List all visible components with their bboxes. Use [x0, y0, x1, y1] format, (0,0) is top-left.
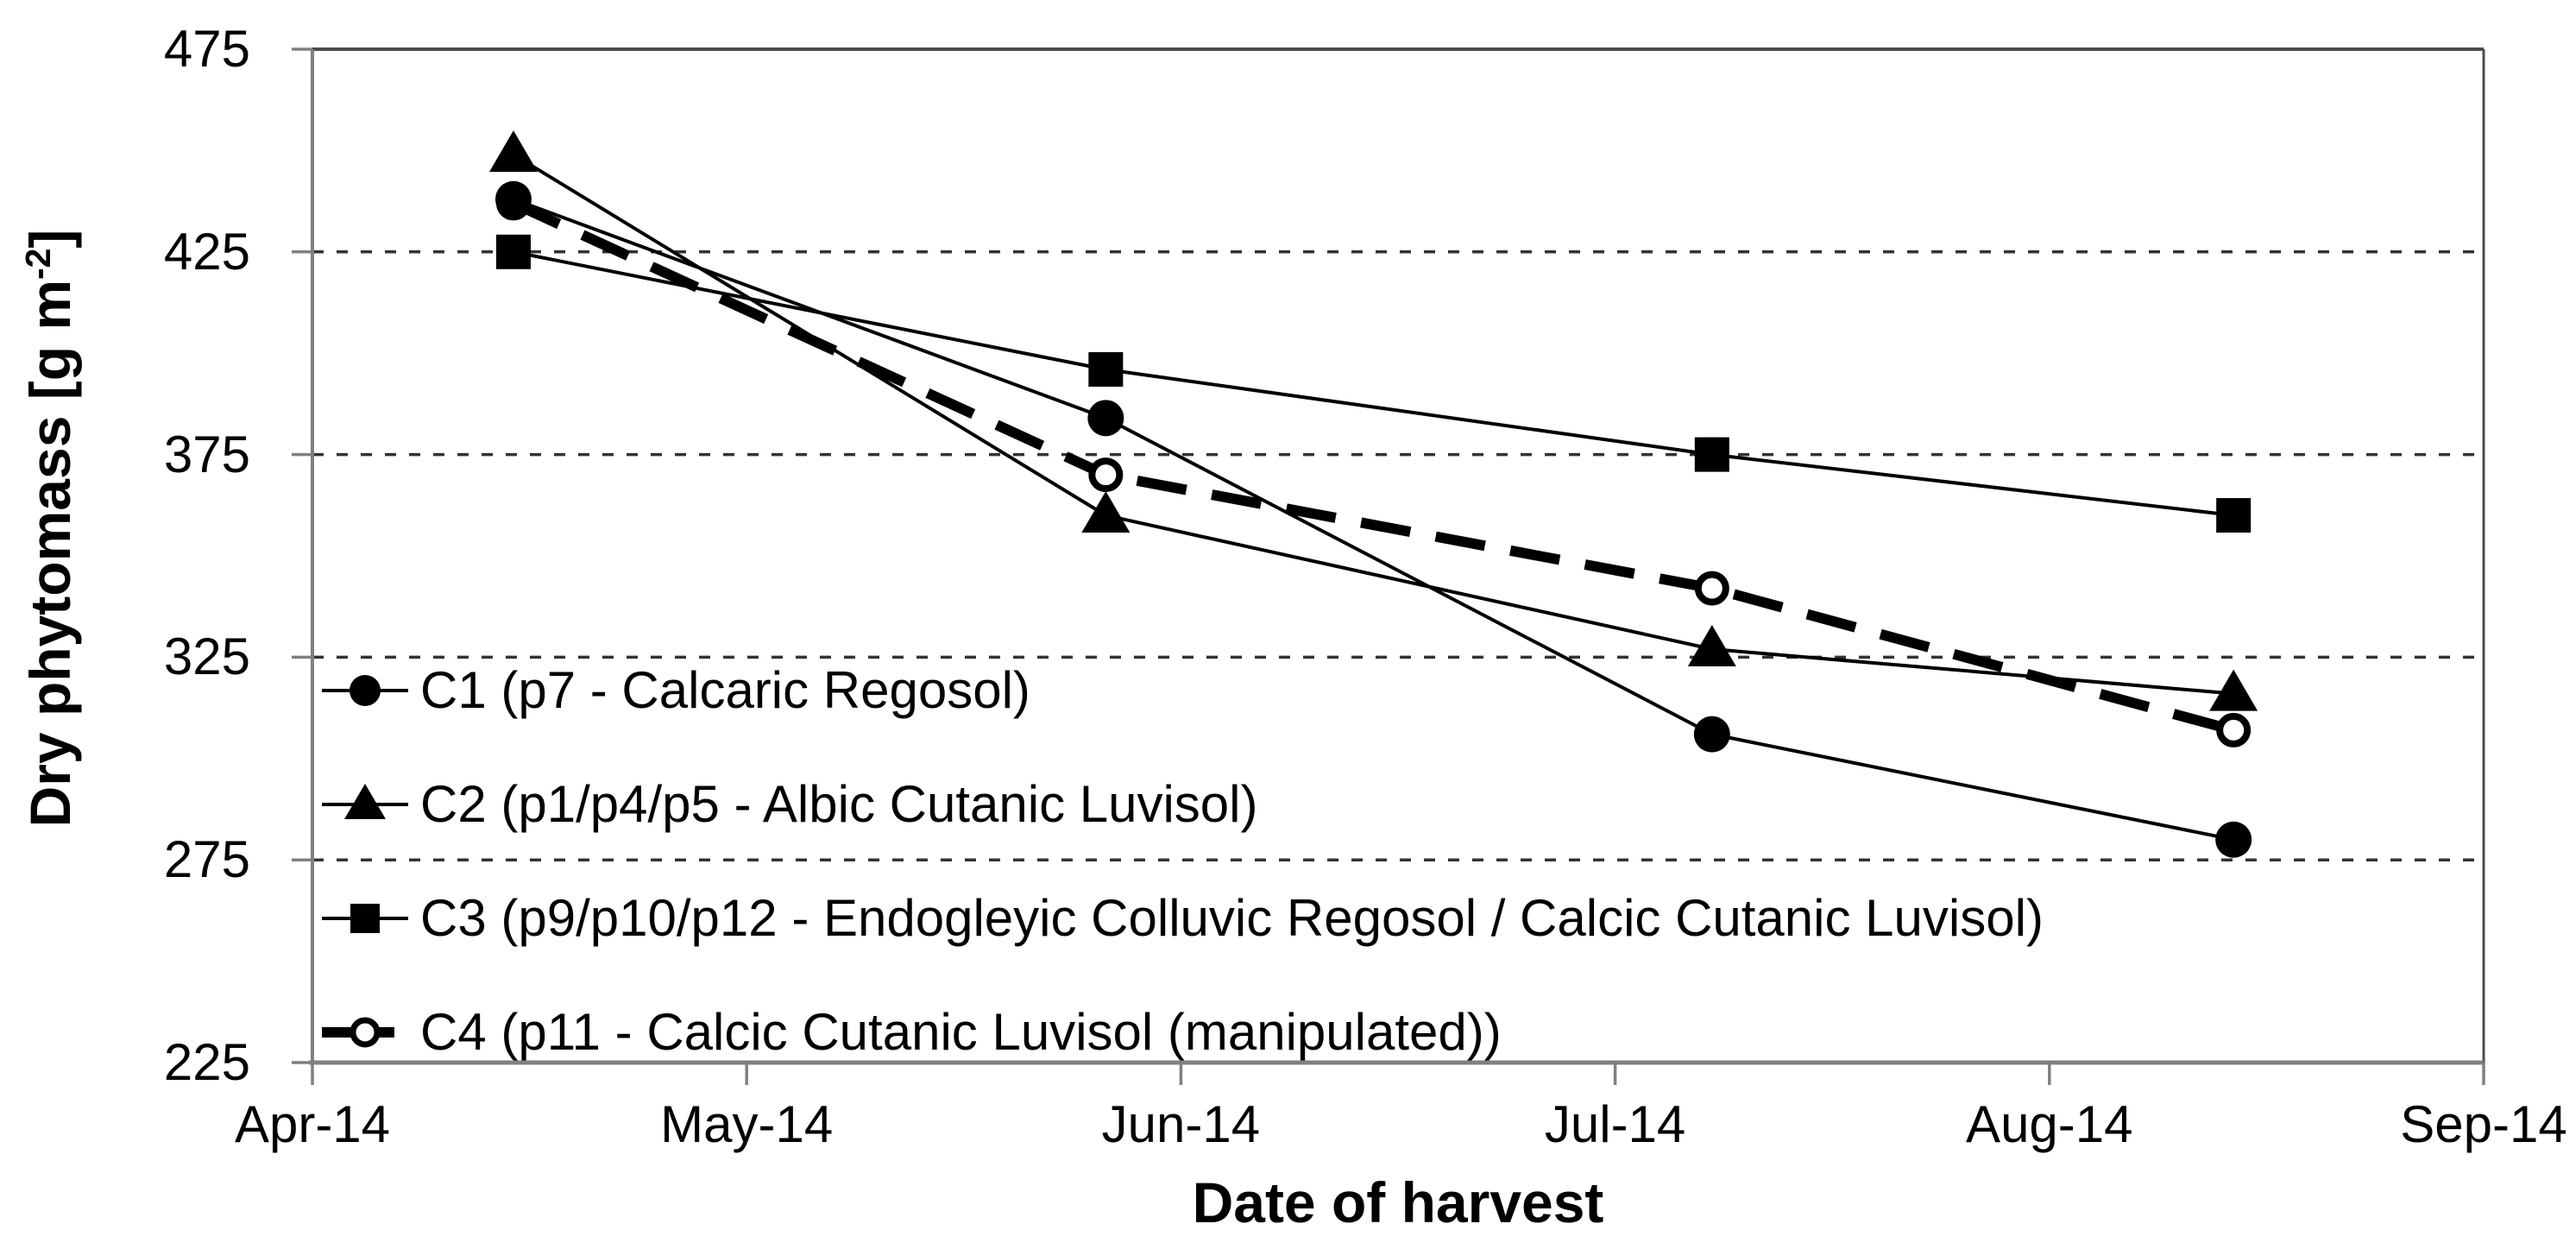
- series-c4-marker: [1088, 457, 1124, 493]
- y-tick-label-425: 425: [163, 222, 250, 281]
- legend-label-c4: C4 (p11 - Calcic Cutanic Luvisol (manipu…: [420, 1003, 1502, 1061]
- legend-label-c2: C2 (p1/p4/p5 - Albic Cutanic Luvisol): [420, 775, 1258, 833]
- series-c1-marker: [1693, 716, 1730, 753]
- x-tick-label-may-14: May-14: [660, 1095, 834, 1153]
- series-c3-line: [513, 249, 2234, 518]
- series-c4-line: [511, 198, 2235, 735]
- y-axis-title-suffix: ]: [18, 229, 82, 249]
- y-axis-title-superscript: -2: [18, 248, 58, 280]
- x-axis-title: Date of harvest: [1192, 1170, 1604, 1234]
- series-c2-marker: [2209, 669, 2258, 711]
- x-tick-label-aug-14: Aug-14: [1966, 1095, 2133, 1153]
- y-tick-label-375: 375: [163, 425, 250, 483]
- y-tick-label-325: 325: [163, 628, 250, 686]
- legend-marker-circle-open: [322, 1017, 408, 1048]
- series-c2-marker: [1081, 491, 1131, 533]
- legend-label-c3: C3 (p9/p10/p12 - Endogleyic Colluvic Reg…: [420, 889, 2044, 947]
- series-c1-marker: [2215, 821, 2252, 858]
- y-tick-label-225: 225: [163, 1033, 250, 1091]
- series-c2-line: [512, 153, 2234, 696]
- x-tick-label-jun-14: Jun-14: [1101, 1095, 1261, 1153]
- legend-glyph-square-filled: [350, 904, 380, 933]
- x-tick-label-apr-14: Apr-14: [234, 1095, 391, 1153]
- series-c2-marker: [488, 130, 538, 173]
- legend-marker-square-filled: [322, 904, 408, 933]
- y-axis-title-text: Dry phytomass [g m: [18, 279, 82, 828]
- series-c1-marker: [1087, 400, 1124, 437]
- series-c3-marker: [495, 234, 531, 269]
- legend-glyph-triangle-filled: [344, 784, 386, 819]
- series-c4-marker: [1694, 571, 1729, 606]
- y-axis-title: Dry phytomass [g m-2]: [17, 230, 83, 828]
- x-tick-label-jul-14: Jul-14: [1544, 1095, 1686, 1153]
- x-tick-label-sep-14: Sep-14: [2400, 1095, 2567, 1153]
- legend-label-c1: C1 (p7 - Calcaric Regosol): [420, 661, 1030, 719]
- legend-glyph-circle-open: [350, 1017, 381, 1048]
- y-tick-label-275: 275: [163, 830, 250, 889]
- series-c2-marker: [1687, 625, 1736, 667]
- series-c1-line: [513, 197, 2234, 842]
- legend-marker-circle-filled: [322, 675, 408, 706]
- series-c3-marker: [2216, 498, 2252, 533]
- y-tick-label-475: 475: [163, 20, 250, 78]
- legend-glyph-circle-filled: [350, 675, 381, 706]
- series-c1-marker: [494, 180, 532, 218]
- series-c3-marker: [1088, 351, 1124, 387]
- series-c3-marker: [1694, 437, 1729, 472]
- series-c4-marker: [2216, 712, 2252, 748]
- legend-marker-triangle-filled: [322, 784, 408, 819]
